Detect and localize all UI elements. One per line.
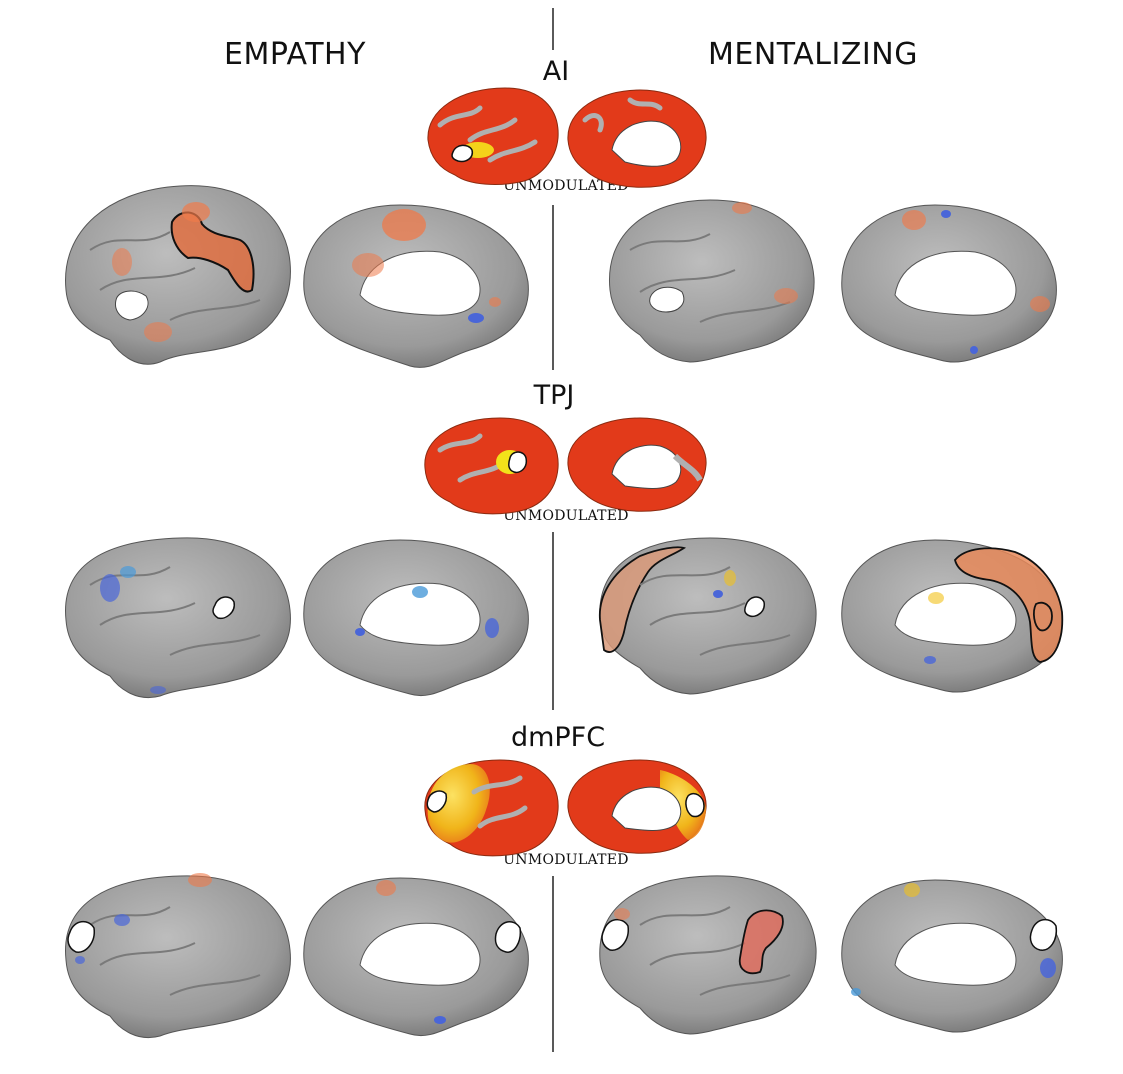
unmodulated-label-tpj: UNMODULATED bbox=[503, 508, 629, 524]
tpj-unmodulated-lateral-brain bbox=[424, 417, 559, 515]
ai-unmodulated-medial-brain bbox=[567, 89, 707, 188]
tpj-mentalizing-medial-brain bbox=[841, 539, 1064, 693]
dmpfc-mentalizing-medial-brain bbox=[841, 879, 1063, 1033]
seed-title-tpj: TPJ bbox=[533, 380, 575, 411]
ai-mentalizing-medial-brain bbox=[841, 204, 1057, 363]
dmpfc-seed-roi bbox=[426, 790, 448, 813]
ai-mentalizing-lateral-brain bbox=[608, 199, 815, 363]
dmpfc-unmodulated-lateral-brain bbox=[424, 759, 559, 857]
tpj-mentalizing-medial-seed-outline bbox=[1033, 601, 1053, 632]
ai-mentalizing-seed bbox=[649, 286, 685, 313]
dmpfc-empathy-seed bbox=[67, 920, 95, 953]
tpj-unmodulated-medial-brain bbox=[567, 417, 707, 512]
tpj-empathy-medial-brain bbox=[303, 539, 529, 697]
dmpfc-empathy-lateral-brain bbox=[65, 873, 291, 1038]
unmodulated-label-ai: UNMODULATED bbox=[503, 178, 629, 194]
ai-empathy-medial-brain bbox=[303, 204, 529, 368]
seed-title-dmpfc: dmPFC bbox=[510, 722, 606, 753]
column-title-mentalizing: MENTALIZING bbox=[708, 37, 918, 72]
ai-seed-roi bbox=[451, 144, 474, 163]
dmpfc-mentalizing-medial-seed bbox=[1029, 918, 1058, 951]
unmodulated-label-dmpfc: UNMODULATED bbox=[503, 852, 629, 868]
ai-empathy-lateral-brain bbox=[65, 185, 291, 365]
ai-empathy-seed bbox=[115, 290, 149, 321]
seed-title-ai: AI bbox=[542, 56, 570, 87]
tpj-mentalizing-seed bbox=[744, 596, 765, 618]
tpj-mentalizing-roi-outline bbox=[598, 546, 687, 653]
tpj-mentalizing-lateral-brain bbox=[598, 537, 817, 695]
dmpfc-mentalizing-lateral-brain bbox=[599, 875, 817, 1035]
dmpfc-mentalizing-roi-outline bbox=[738, 909, 784, 975]
dmpfc-mentalizing-seed bbox=[601, 918, 629, 951]
column-title-empathy: EMPATHY bbox=[224, 37, 366, 72]
tpj-seed-roi bbox=[508, 451, 528, 474]
dmpfc-empathy-medial-brain bbox=[303, 877, 529, 1037]
tpj-empathy-lateral-brain bbox=[65, 537, 291, 698]
tpj-mentalizing-medial-roi-outline bbox=[954, 547, 1064, 663]
dmpfc-empathy-medial-seed bbox=[494, 921, 522, 953]
ai-empathy-roi-outline bbox=[170, 211, 255, 293]
tpj-empathy-seed bbox=[212, 596, 235, 620]
dmpfc-unmodulated-medial-brain bbox=[567, 759, 707, 854]
ai-unmodulated-lateral-brain bbox=[427, 87, 559, 185]
